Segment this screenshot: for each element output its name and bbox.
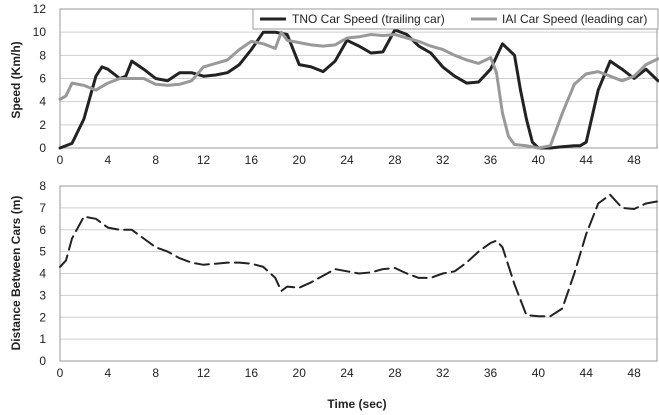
speed-x-tick-label: 8 bbox=[152, 153, 159, 167]
speed-y-tick-label: 4 bbox=[39, 95, 46, 109]
distance-x-tick-label: 20 bbox=[293, 366, 307, 380]
distance-x-tick-label: 40 bbox=[532, 366, 546, 380]
speed-x-tick-label: 0 bbox=[57, 153, 64, 167]
distance-y-tick-label: 0 bbox=[39, 354, 46, 368]
distance-x-tick-label: 0 bbox=[57, 366, 64, 380]
speed-x-tick-label: 16 bbox=[245, 153, 259, 167]
distance-x-tick-label: 4 bbox=[104, 366, 111, 380]
distance-y-tick-label: 7 bbox=[39, 201, 46, 215]
distance-series-line-1 bbox=[59, 193, 659, 318]
distance-x-tick-label: 48 bbox=[627, 366, 641, 380]
speed-x-tick-label: 20 bbox=[293, 153, 307, 167]
speed-y-tick-label: 2 bbox=[39, 118, 46, 132]
speed-series-line-2 bbox=[58, 30, 659, 150]
speed-y-tick-label: 10 bbox=[33, 25, 47, 39]
distance-x-tick-label: 16 bbox=[245, 366, 259, 380]
speed-y-tick-label: 0 bbox=[39, 141, 46, 155]
speed-x-tick-label: 32 bbox=[436, 153, 450, 167]
speed-x-tick-label: 24 bbox=[340, 153, 354, 167]
speed-x-tick-label: 4 bbox=[104, 153, 111, 167]
distance-x-tick-label: 8 bbox=[152, 366, 159, 380]
distance-y-tick-label: 3 bbox=[39, 288, 46, 302]
speed-y-tick-label: 8 bbox=[39, 48, 46, 62]
legend-label-2: IAI Car Speed (leading car) bbox=[502, 12, 647, 26]
distance-y-tick-label: 1 bbox=[39, 332, 46, 346]
distance-y-tick-label: 2 bbox=[39, 310, 46, 324]
speed-x-tick-label: 48 bbox=[627, 153, 641, 167]
distance-plot-frame bbox=[59, 185, 658, 362]
distance-y-axis-title: Distance Between Cars (m) bbox=[9, 196, 23, 351]
speed-x-tick-label: 44 bbox=[580, 153, 594, 167]
distance-y-tick-label: 6 bbox=[39, 223, 46, 237]
distance-x-tick-label: 32 bbox=[436, 366, 450, 380]
distance-x-tick-label: 24 bbox=[340, 366, 354, 380]
speed-y-tick-label: 6 bbox=[39, 72, 46, 86]
speed-y-axis-title: Speed (Km/h) bbox=[9, 41, 23, 118]
distance-y-tick-label: 5 bbox=[39, 245, 46, 259]
distance-x-tick-label: 44 bbox=[580, 366, 594, 380]
legend-label-1: TNO Car Speed (trailing car) bbox=[292, 12, 445, 26]
distance-x-tick-label: 12 bbox=[197, 366, 211, 380]
speed-y-tick-label: 12 bbox=[33, 2, 47, 16]
speed-x-tick-label: 36 bbox=[484, 153, 498, 167]
distance-y-tick-label: 8 bbox=[39, 179, 46, 193]
speed-x-tick-label: 12 bbox=[197, 153, 211, 167]
speed-series-line-1 bbox=[58, 28, 659, 150]
x-axis-title: Time (sec) bbox=[327, 397, 386, 411]
legend-box bbox=[252, 8, 659, 30]
distance-x-tick-label: 36 bbox=[484, 366, 498, 380]
speed-x-tick-label: 28 bbox=[388, 153, 402, 167]
distance-y-tick-label: 4 bbox=[39, 267, 46, 281]
legend: TNO Car Speed (trailing car) IAI Car Spee… bbox=[252, 8, 659, 30]
speed-x-tick-label: 40 bbox=[532, 153, 546, 167]
distance-x-tick-label: 28 bbox=[388, 366, 402, 380]
